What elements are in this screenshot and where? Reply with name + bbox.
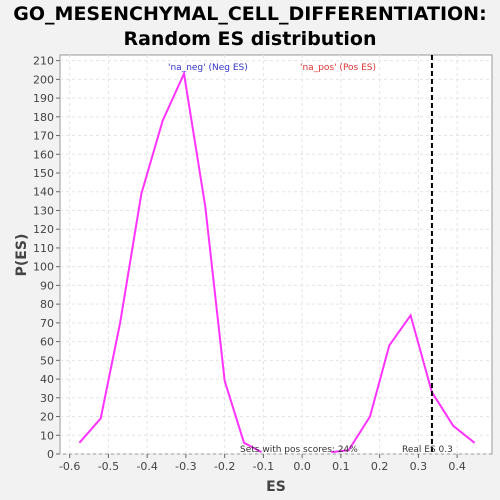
x-tick-label: -0.5 [98, 460, 119, 473]
series-line-pos [331, 313, 476, 454]
y-tick-label: 40 [40, 373, 54, 386]
y-tick-label: 90 [40, 279, 54, 292]
real-es-label: Real ES 0.3 [402, 445, 453, 455]
grid-lines [60, 55, 492, 455]
series-lines [78, 70, 476, 454]
x-tick-label: 0.3 [410, 460, 428, 473]
y-tick-label: 70 [40, 317, 54, 330]
legend-neg-es: 'na_neg' (Neg ES) [168, 63, 248, 73]
y-tick-label: 110 [33, 242, 54, 255]
x-tick-label: 0.4 [448, 460, 466, 473]
y-tick-label: 200 [33, 73, 54, 86]
x-tick-label: 0.0 [293, 460, 311, 473]
series-line-neg [78, 70, 262, 453]
y-tick-label: 0 [47, 448, 54, 461]
y-tick-label: 120 [33, 223, 54, 236]
y-tick-label: 10 [40, 429, 54, 442]
x-axis-label: ES [266, 479, 286, 495]
y-tick-label: 170 [33, 130, 54, 143]
x-axis-ticks: -0.6 -0.5 -0.4 -0.3 -0.2 -0.1 0.0 0.1 0.2 0.3 0.4 [59, 454, 466, 473]
y-tick-label: 30 [40, 392, 54, 405]
y-tick-label: 100 [33, 261, 54, 274]
y-axis-ticks: 0 10 20 30 40 50 60 70 80 90 100 110 120 130 140 150 160… [33, 55, 60, 461]
chart-title-line1: GO_MESENCHYMAL_CELL_DIFFERENTIATION: [13, 3, 487, 25]
pos-scores-annotation: Sets with pos scores: 24% [240, 445, 358, 455]
y-axis-label: P(ES) [14, 234, 30, 277]
x-tick-label: -0.3 [175, 460, 196, 473]
y-tick-label: 60 [40, 336, 54, 349]
y-tick-label: 180 [33, 111, 54, 124]
chart-title-line2: Random ES distribution [123, 28, 377, 50]
x-tick-label: -0.1 [253, 460, 274, 473]
y-tick-label: 130 [33, 204, 54, 217]
x-tick-label: 0.1 [332, 460, 350, 473]
y-tick-label: 190 [33, 92, 54, 105]
y-tick-label: 50 [40, 354, 54, 367]
chart-title: GO_MESENCHYMAL_CELL_DIFFERENTIATION: Ran… [0, 2, 500, 52]
plot-area [59, 54, 493, 455]
x-tick-label: -0.4 [136, 460, 157, 473]
y-tick-label: 210 [33, 55, 54, 68]
legend-pos-es: 'na_pos' (Pos ES) [300, 63, 376, 73]
x-tick-label: -0.6 [59, 460, 80, 473]
y-tick-label: 140 [33, 186, 54, 199]
x-tick-label: -0.2 [214, 460, 235, 473]
y-tick-label: 80 [40, 298, 54, 311]
y-tick-label: 160 [33, 148, 54, 161]
x-tick-label: 0.2 [371, 460, 389, 473]
y-tick-label: 150 [33, 167, 54, 180]
y-tick-label: 20 [40, 411, 54, 424]
